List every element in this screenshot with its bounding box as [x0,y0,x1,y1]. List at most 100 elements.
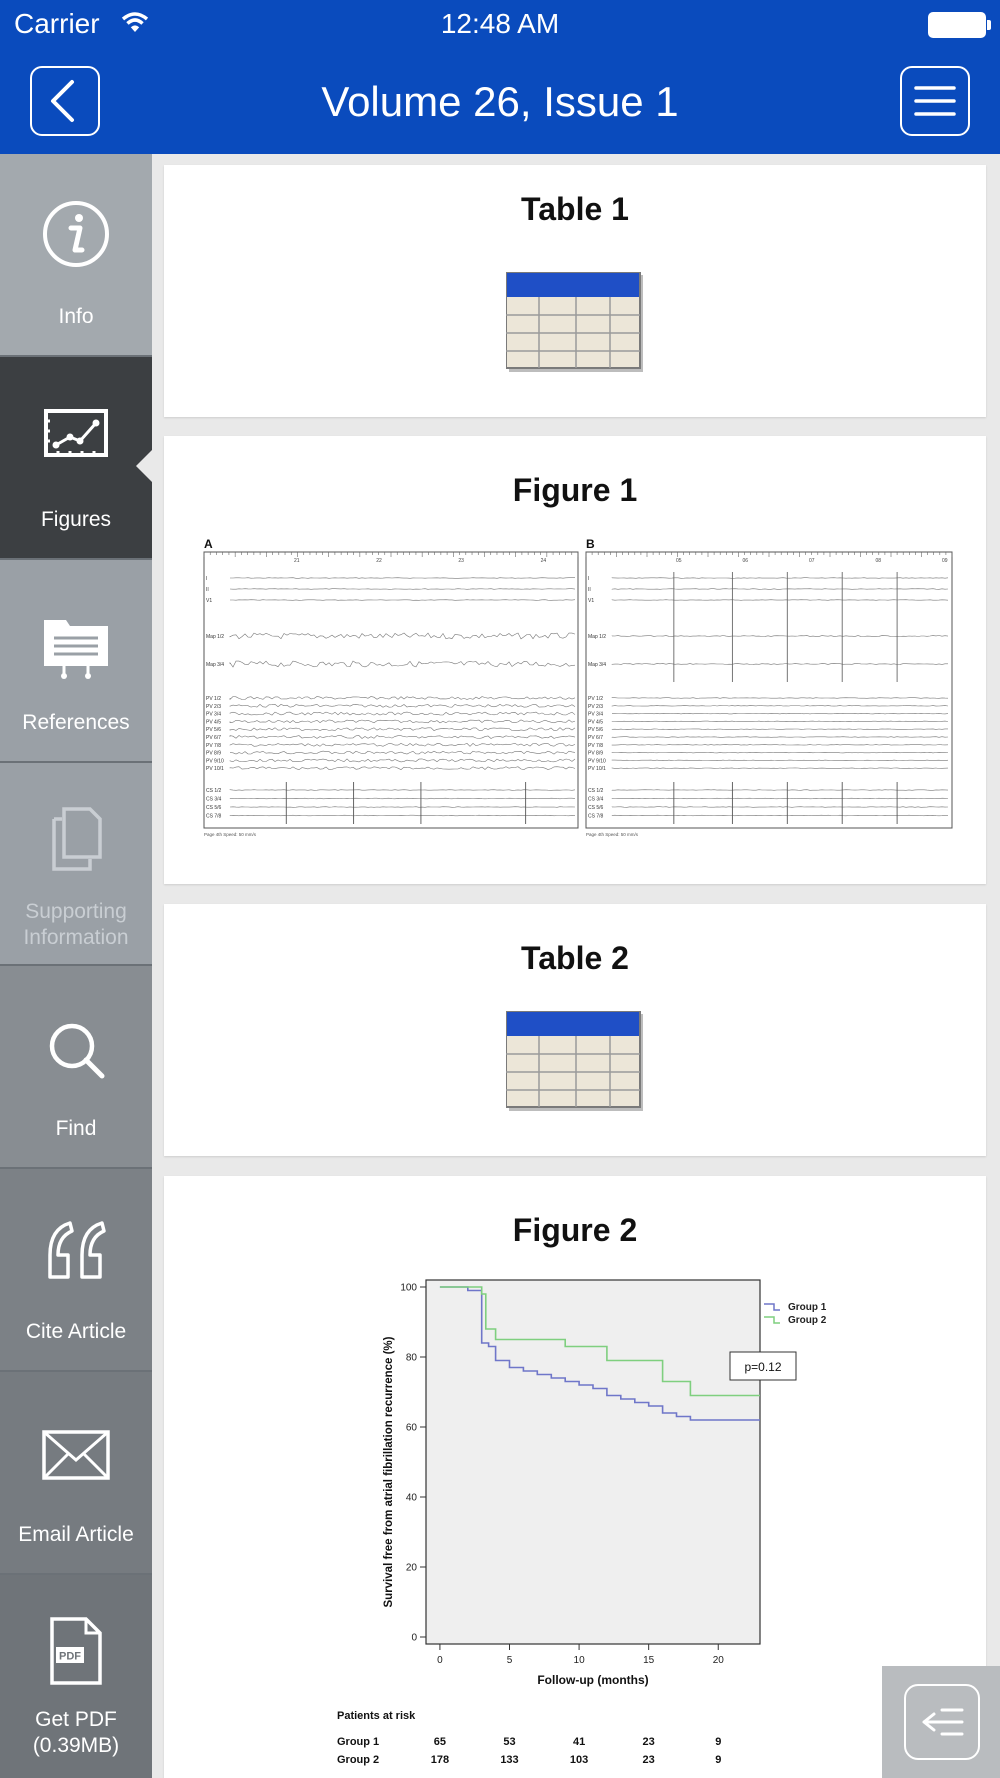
channel-label: PV 3/4 [588,712,603,718]
signal-trace [611,789,949,791]
signal-trace [229,766,576,771]
signal-trace [611,814,948,817]
figure1-card[interactable]: Figure 1 A 21 22 23 24 I II V1 Map 1/2 Map 3/4 PV … [164,436,986,884]
svg-text:PDF: PDF [59,1651,81,1663]
sidebar-item-label: Email Article [18,1523,134,1546]
x-tick-label: 5 [507,1655,513,1666]
channel-label: CS 3/4 [588,797,604,803]
sidebar-item-label: References [22,711,130,734]
sidebar-item-email-article[interactable]: Email Article [0,1372,152,1575]
menu-button[interactable] [900,66,970,136]
signal-trace [611,577,949,579]
sidebar-item-label: Get PDF [35,1708,117,1731]
search-icon [49,1023,105,1079]
table-thumbnail-icon [506,272,643,372]
channel-label: CS 1/2 [206,788,222,794]
risk-table-row-label: Group 2 [337,1754,379,1766]
sidebar-item-sublabel: (0.39MB) [32,1734,120,1757]
risk-table-header: Patients at risk [337,1710,416,1722]
panel-frame [585,551,953,829]
sidebar: Info Figures References Supporting Infor… [0,154,152,1778]
signal-trace [611,588,949,590]
collapse-sidebar-button[interactable] [882,1666,1000,1778]
risk-table-value: 178 [431,1754,449,1766]
sidebar-item-supporting-information[interactable]: Supporting Information [0,763,152,966]
hamburger-menu-icon [914,86,956,116]
signal-trace [611,744,949,746]
channel-label: PV 6/7 [206,735,221,741]
channel-label: PV 8/9 [588,751,603,757]
panel-label: A [204,538,213,551]
ruler-tick-label: 21 [294,558,300,564]
channel-label: PV 7/8 [206,743,221,749]
envelope-icon [42,1430,110,1480]
sidebar-item-figures[interactable]: Figures [0,357,152,560]
status-bar: Carrier 12:48 AM [0,0,1000,50]
sidebar-item-find[interactable]: Find [0,966,152,1169]
y-tick-label: 0 [411,1633,417,1644]
folder-references-icon [44,620,108,679]
page-title: Volume 26, Issue 1 [321,78,679,125]
y-tick-label: 40 [406,1493,418,1504]
sidebar-item-label: Find [55,1117,97,1140]
signal-trace [611,759,949,762]
figure2-card[interactable]: Figure 2 0 20 40 60 80 100 0 5 10 15 20 Follow-up (… [164,1176,986,1778]
annotation-box [729,1351,797,1381]
signal-trace [229,660,576,668]
y-tick-label: 60 [406,1423,418,1434]
channel-label: PV 4/5 [206,719,221,725]
risk-table-value: 23 [643,1736,655,1748]
panel-frame [203,551,579,829]
channel-label: Map 1/2 [206,634,224,640]
risk-table-row-label: Group 1 [337,1736,379,1748]
card-title: Figure 2 [512,1212,638,1248]
x-tick-label: 0 [437,1655,443,1666]
channel-label: I [206,576,207,582]
y-axis-label: Survival free from atrial fibrillation r… [383,1336,395,1607]
sidebar-item-label: Cite Article [25,1320,127,1343]
sidebar-item-references[interactable]: References [0,560,152,763]
table2-card[interactable]: Table 2 [164,904,986,1156]
card-title: Table 2 [521,940,629,976]
channel-label: CS 3/4 [206,797,222,803]
table1-card[interactable]: Table 1 [164,165,986,417]
back-button[interactable] [30,66,100,136]
legend-swatch [764,1316,780,1324]
signal-trace [611,712,949,715]
series-line-1 [439,1286,760,1421]
signal-trace [229,719,576,724]
signal-trace [611,697,949,699]
clock: 12:48 AM [440,8,560,39]
panel-footer: Page 4th Speed: 50 mm/s [204,832,257,837]
signal-trace [611,720,949,723]
channel-label: Map 3/4 [206,662,224,668]
figures-list[interactable]: Table 1 Figure 1 A 21 22 23 24 I II V1 Map 1/2 Ma… [152,154,1000,1778]
ruler-tick-label: 07 [809,558,815,564]
sidebar-item-label: Info [58,305,94,328]
ruler-tick-label: 24 [541,558,547,564]
channel-label: PV 2/3 [588,704,603,710]
channel-label: V1 [588,598,594,604]
signal-trace [229,735,576,739]
legend-swatch [764,1303,780,1311]
signal-trace [611,663,948,665]
signal-trace [229,758,576,763]
signal-trace [229,703,576,708]
signal-trace [229,696,576,701]
card-title: Figure 1 [512,472,638,508]
signal-trace [229,806,576,808]
signal-trace [611,806,949,808]
pdf-icon: PDF [50,1617,102,1685]
sidebar-item-get-pdf[interactable]: PDF Get PDF (0.39MB) [0,1575,152,1778]
panel-label: B [586,538,595,551]
sidebar-item-label: Supporting Information [23,900,129,949]
sidebar-item-cite-article[interactable]: Cite Article [0,1169,152,1372]
sidebar-item-info[interactable]: Info [0,154,152,357]
signal-trace [229,632,576,640]
signal-trace [230,577,575,579]
wifi-icon [121,12,149,32]
quote-icon [48,1221,106,1279]
signal-trace [229,797,576,800]
chevron-left-icon [51,80,74,122]
